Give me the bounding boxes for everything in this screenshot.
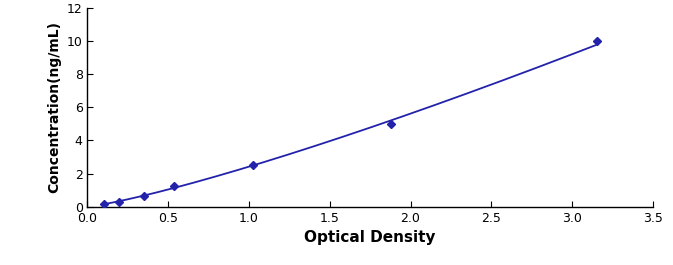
Y-axis label: Concentration(ng/mL): Concentration(ng/mL) — [47, 21, 61, 193]
X-axis label: Optical Density: Optical Density — [304, 230, 436, 245]
